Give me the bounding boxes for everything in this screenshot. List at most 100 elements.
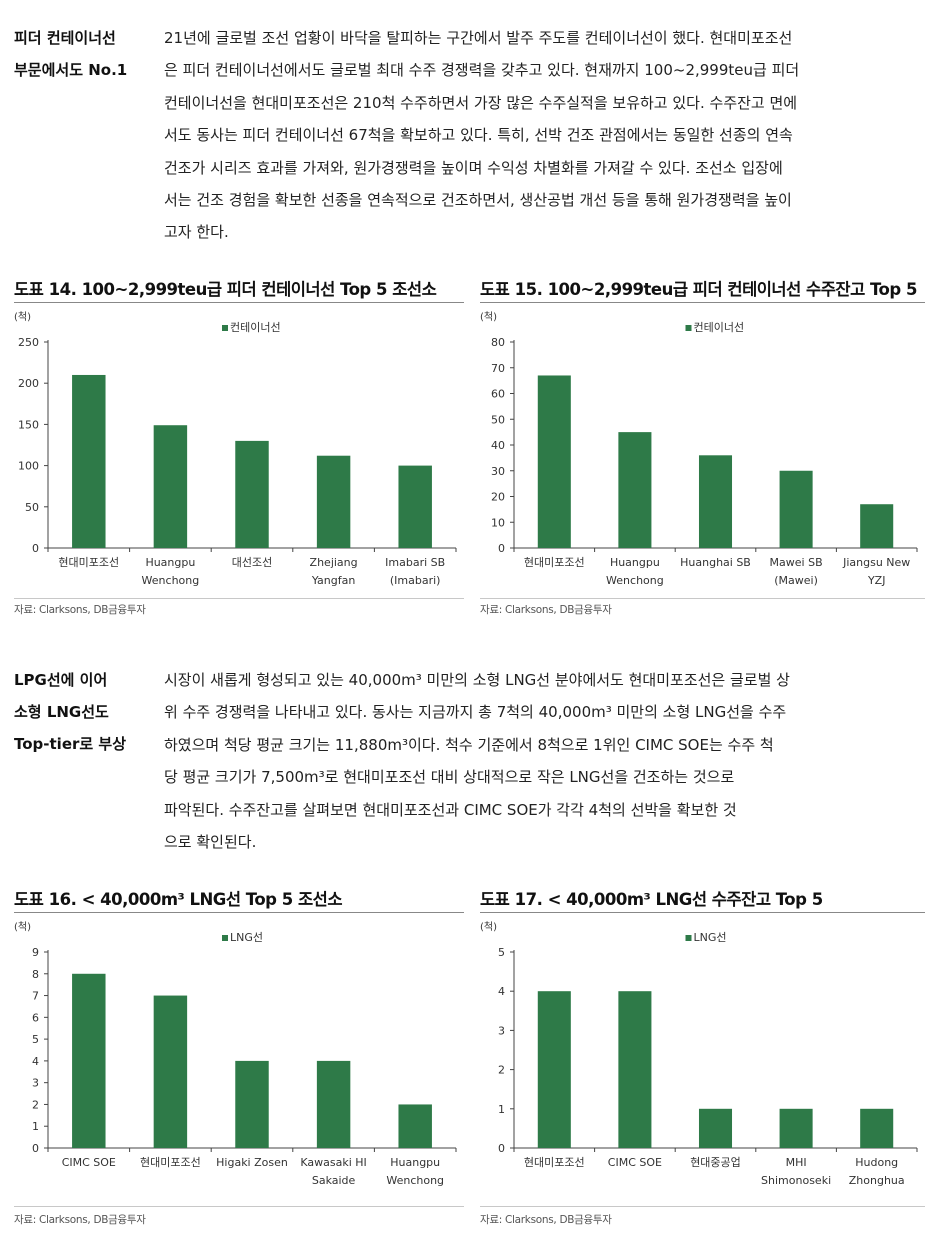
side-heading-line: 소형 LNG선도 (14, 703, 109, 721)
chart-14: 도표 14. 100~2,999teu급 피더 컨테이너선 Top 5 조선소 … (14, 276, 464, 621)
y-unit-label: (척) (14, 311, 31, 323)
source-rule (480, 598, 925, 599)
legend-swatch (222, 935, 228, 941)
y-tick-label: 250 (18, 336, 39, 349)
y-tick-label: 2 (32, 1098, 39, 1111)
chart-svg: (척) LNG선 0 1 2 3 4 5 6 7 8 9 CIMC SOE 현대미포조선 Higaki Zo… (14, 921, 457, 1187)
chart-title: 도표 17. < 40,000m³ LNG선 수주잔고 Top 5 (480, 890, 823, 909)
side-heading-line: Top-tier로 부상 (14, 735, 127, 753)
x-tick-label: Zhonghua (849, 1174, 905, 1187)
x-tick-label: YZJ (867, 574, 886, 587)
bar (860, 1108, 894, 1148)
y-tick-label: 40 (491, 439, 505, 452)
y-tick-label: 0 (32, 542, 39, 555)
bar (235, 1060, 269, 1148)
bar (153, 425, 188, 548)
y-tick-label: 4 (32, 1055, 39, 1068)
x-tick-label: CIMC SOE (608, 1156, 662, 1169)
chart-title: 도표 15. 100~2,999teu급 피더 컨테이너선 수주잔고 Top 5 (480, 280, 917, 299)
paragraph-line: 하였으며 척당 평균 크기는 11,880m³이다. 척수 기준에서 8척으로 … (164, 735, 774, 754)
paragraph-line: 파악된다. 수주잔고를 살펴보면 현대미포조선과 CIMC SOE가 각각 4척… (164, 800, 737, 819)
y-tick-label: 20 (491, 491, 505, 504)
bar (779, 470, 813, 548)
y-tick-label: 80 (491, 336, 505, 349)
bar (316, 455, 351, 548)
chart-source: 자료: Clarksons, DB금융투자 (480, 1214, 612, 1226)
x-tick-label: 현대미포조선 (140, 1156, 201, 1169)
side-heading-line: 부문에서도 No.1 (14, 61, 128, 79)
x-tick-label: Huangpu (145, 556, 195, 569)
bar (698, 1108, 733, 1148)
chart-16: 도표 16. < 40,000m³ LNG선 Top 5 조선소 (척) LNG선… (14, 886, 464, 1231)
side-heading-line: LPG선에 이어 (14, 671, 108, 689)
chart-17: 도표 17. < 40,000m³ LNG선 수주잔고 Top 5 (척) LNG… (480, 886, 925, 1231)
paragraph-line: 은 피더 컨테이너선에서도 글로벌 최대 수주 경쟁력을 갖추고 있다. 현재까… (164, 61, 800, 80)
paragraph-line: 건조가 시리즈 효과를 가져와, 원가경쟁력을 높이며 수익성 차별화를 가져갈… (164, 158, 783, 177)
x-tick-label: 현대중공업 (690, 1156, 741, 1169)
paragraph-line: 으로 확인된다. (164, 833, 257, 852)
y-tick-label: 100 (18, 460, 39, 473)
paragraph-line: 컨테이너선을 현대미포조선은 210척 수주하면서 가장 많은 수주실적을 보유… (164, 93, 798, 112)
bar (698, 455, 733, 548)
x-tick-label: Hudong (855, 1156, 898, 1169)
x-tick-label: Sakaide (312, 1174, 356, 1187)
x-tick-label: Shimonoseki (761, 1174, 831, 1187)
chart-svg: (척) 컨테이너선 0 10 20 30 40 50 60 70 80 현대미포조선 Huangpu We… (480, 311, 918, 587)
source-rule (480, 1206, 925, 1207)
x-tick-label: Huanghai SB (680, 556, 751, 569)
legend-swatch (685, 325, 692, 331)
title-rule (14, 912, 464, 913)
y-unit-label: (척) (480, 311, 497, 323)
title-rule (14, 302, 464, 303)
section2-paragraph: 시장이 새롭게 형성되고 있는 40,000m³ 미만의 소형 LNG선 분야에… (164, 664, 924, 858)
bar (72, 973, 106, 1148)
y-tick-label: 5 (32, 1033, 39, 1046)
y-tick-label: 5 (498, 946, 505, 959)
bar (398, 1104, 432, 1148)
legend-swatch (685, 935, 692, 941)
paragraph-line: 시장이 새롭게 형성되고 있는 40,000m³ 미만의 소형 LNG선 분야에… (164, 671, 790, 689)
section2-side-heading: LPG선에 이어 소형 LNG선도 Top-tier로 부상 (14, 664, 154, 760)
legend-label: LNG선 (230, 931, 263, 944)
bar (618, 432, 652, 548)
y-tick-label: 150 (18, 418, 39, 431)
x-tick-label: Higaki Zosen (216, 1156, 288, 1169)
bar (537, 991, 571, 1148)
y-tick-label: 70 (491, 362, 505, 375)
bar (618, 991, 652, 1148)
x-tick-label: 현대미포조선 (524, 556, 585, 569)
bar (779, 1108, 813, 1148)
y-tick-label: 0 (498, 1142, 505, 1155)
paragraph-line: 당 평균 크기가 7,500m³로 현대미포조선 대비 상대적으로 작은 LNG… (164, 768, 735, 787)
bar (398, 465, 432, 548)
y-tick-label: 8 (32, 968, 39, 981)
y-tick-label: 1 (498, 1103, 505, 1116)
y-unit-label: (척) (14, 921, 31, 933)
x-tick-label: CIMC SOE (62, 1156, 116, 1169)
title-rule (480, 302, 925, 303)
y-tick-label: 3 (498, 1024, 505, 1037)
x-tick-label: Jiangsu New (842, 556, 910, 569)
legend-swatch (222, 325, 228, 331)
bar (72, 374, 106, 548)
y-tick-label: 3 (32, 1077, 39, 1090)
paragraph-line: 21년에 글로벌 조선 업황이 바닥을 탈피하는 구간에서 발주 주도를 컨테이… (164, 29, 793, 47)
chart-title: 도표 16. < 40,000m³ LNG선 Top 5 조선소 (14, 890, 343, 909)
legend-label: 컨테이너선 (230, 321, 281, 334)
bar (235, 440, 269, 548)
chart-15: 도표 15. 100~2,999teu급 피더 컨테이너선 수주잔고 Top 5… (480, 276, 925, 621)
x-tick-label: Mawei SB (770, 556, 823, 569)
x-tick-label: (Mawei) (774, 574, 818, 587)
x-tick-label: Wenchong (142, 574, 200, 587)
source-rule (14, 1206, 464, 1207)
x-tick-label: MHI (786, 1156, 807, 1169)
chart-title: 도표 14. 100~2,999teu급 피더 컨테이너선 Top 5 조선소 (14, 280, 437, 299)
section1-paragraph: 21년에 글로벌 조선 업황이 바닥을 탈피하는 구간에서 발주 주도를 컨테이… (164, 22, 924, 249)
x-tick-label: Kawasaki HI (300, 1156, 366, 1169)
y-tick-label: 1 (32, 1120, 39, 1133)
x-tick-label: Wenchong (386, 1174, 444, 1187)
y-tick-label: 7 (32, 990, 39, 1003)
bar (153, 995, 188, 1148)
y-tick-label: 0 (32, 1142, 39, 1155)
paragraph-line: 위 수주 경쟁력을 나타내고 있다. 동사는 지금까지 총 7척의 40,000… (164, 703, 787, 722)
